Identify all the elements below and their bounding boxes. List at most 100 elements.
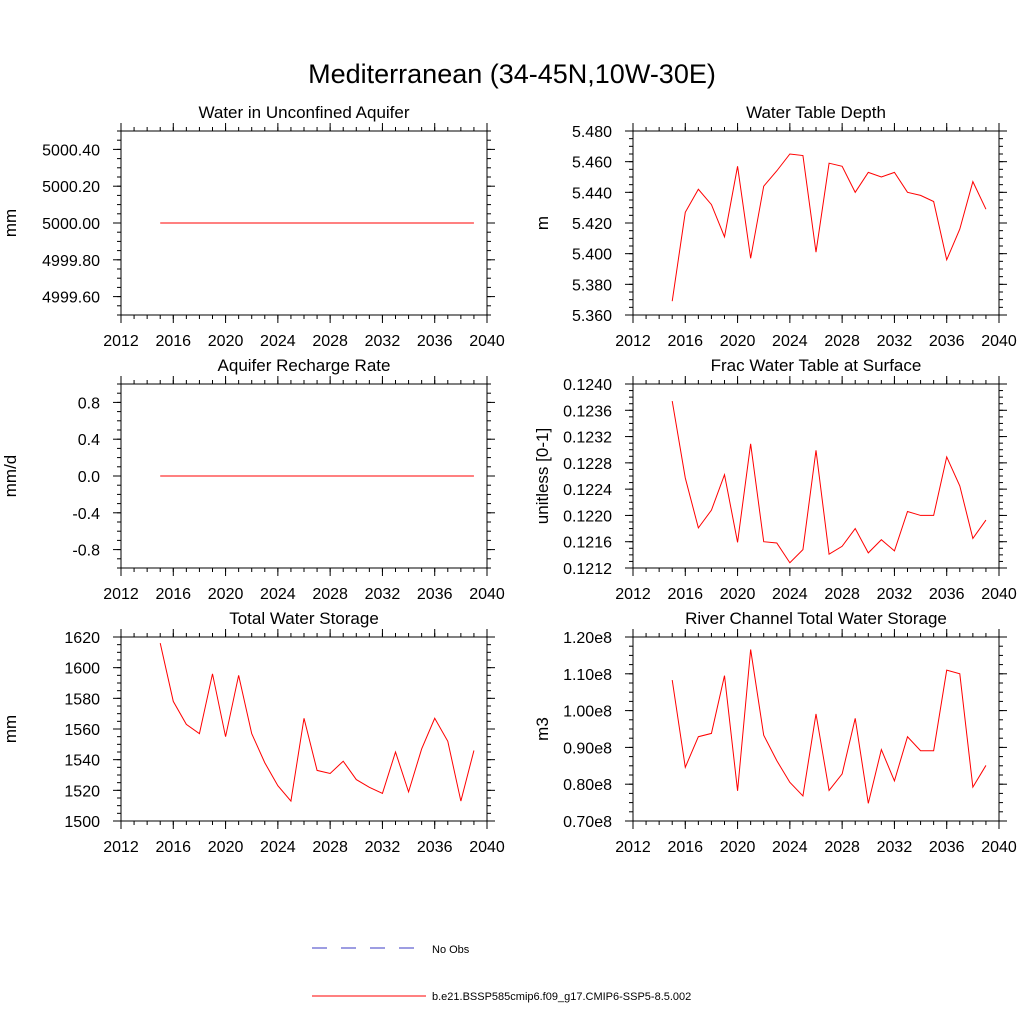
y-axis-label: m3 bbox=[533, 717, 552, 741]
legend: No Obs b.e21.BSSP585cmip6.f09_g17.CMIP6-… bbox=[312, 944, 691, 1003]
chart-title: Frac Water Table at Surface bbox=[711, 356, 922, 375]
y-tick-label: 0.1216 bbox=[563, 535, 612, 552]
y-tick-label: 5000.20 bbox=[42, 179, 100, 196]
x-tick-label: 2032 bbox=[365, 586, 401, 603]
x-tick-label: 2032 bbox=[877, 839, 913, 856]
x-tick-label: 2032 bbox=[877, 333, 913, 350]
y-axis-label: m bbox=[533, 216, 552, 230]
y-tick-label: 4999.60 bbox=[42, 290, 100, 307]
x-tick-label: 2024 bbox=[772, 333, 808, 350]
y-tick-label: 0.0 bbox=[78, 469, 100, 486]
y-tick-label: 0.1212 bbox=[563, 561, 612, 578]
x-tick-label: 2016 bbox=[667, 333, 703, 350]
y-tick-label: 4999.80 bbox=[42, 253, 100, 270]
figure-title: Mediterranean (34-45N,10W-30E) bbox=[308, 59, 716, 89]
y-tick-label: 5.420 bbox=[572, 216, 612, 233]
chart-panel-4: 2012 2016 2020 2024 2028 2032 2036 2040 0.1212 0.… bbox=[533, 356, 1017, 603]
x-tick-label: 2012 bbox=[615, 839, 651, 856]
x-tick-label: 2040 bbox=[981, 839, 1017, 856]
x-tick-label: 2012 bbox=[615, 586, 651, 603]
y-axis-label: mm bbox=[1, 715, 20, 743]
x-tick-label: 2016 bbox=[155, 586, 191, 603]
x-tick-label: 2020 bbox=[720, 333, 756, 350]
y-tick-label: 5.440 bbox=[572, 185, 612, 202]
x-tick-label: 2040 bbox=[469, 586, 505, 603]
y-tick-label: 5.400 bbox=[572, 247, 612, 264]
y-axis-label: unitless [0-1] bbox=[533, 428, 552, 524]
x-tick-label: 2036 bbox=[417, 586, 453, 603]
y-tick-label: 5000.40 bbox=[42, 142, 100, 159]
x-tick-label: 2020 bbox=[720, 586, 756, 603]
x-tick-label: 2012 bbox=[615, 333, 651, 350]
x-tick-label: 2024 bbox=[772, 586, 808, 603]
x-tick-label: 2012 bbox=[103, 839, 139, 856]
x-tick-label: 2016 bbox=[155, 839, 191, 856]
y-tick-label: 0.8 bbox=[78, 395, 100, 412]
x-tick-label: 2028 bbox=[312, 586, 348, 603]
y-tick-label: 0.1232 bbox=[563, 430, 612, 447]
y-tick-label: 0.70e8 bbox=[563, 814, 612, 831]
x-tick-label: 2024 bbox=[260, 839, 296, 856]
x-tick-label: 2012 bbox=[103, 333, 139, 350]
x-tick-label: 2032 bbox=[365, 333, 401, 350]
y-tick-label: 1580 bbox=[64, 691, 100, 708]
y-tick-label: -0.8 bbox=[72, 543, 100, 560]
y-tick-label: 0.1228 bbox=[563, 456, 612, 473]
y-tick-label: 0.1240 bbox=[563, 377, 612, 394]
y-tick-label: 1500 bbox=[64, 814, 100, 831]
series-line bbox=[159, 643, 475, 803]
y-tick-label: 0.1224 bbox=[563, 482, 612, 499]
x-tick-label: 2040 bbox=[981, 333, 1017, 350]
y-tick-label: 5.460 bbox=[572, 155, 612, 172]
y-axis-label: mm/d bbox=[1, 455, 20, 498]
y-tick-label: 1.20e8 bbox=[563, 630, 612, 647]
chart-title: Total Water Storage bbox=[229, 609, 379, 628]
chart-title: Water Table Depth bbox=[746, 103, 886, 122]
x-tick-label: 2032 bbox=[877, 586, 913, 603]
x-tick-label: 2036 bbox=[929, 839, 965, 856]
x-tick-label: 2028 bbox=[312, 333, 348, 350]
chart-panel-3: 2012 2016 2020 2024 2028 2032 2036 2040 -0.8 -0.4… bbox=[1, 356, 505, 603]
y-tick-label: 0.90e8 bbox=[563, 740, 612, 757]
y-tick-label: 1540 bbox=[64, 753, 100, 770]
x-tick-label: 2032 bbox=[365, 839, 401, 856]
chart-panel-1: 2012 2016 2020 2024 2028 2032 2036 2040 4999.60 4… bbox=[1, 103, 505, 350]
y-tick-label: 1560 bbox=[64, 722, 100, 739]
y-tick-label: 0.4 bbox=[78, 432, 100, 449]
y-tick-label: 1.10e8 bbox=[563, 667, 612, 684]
y-tick-label: 5.380 bbox=[572, 277, 612, 294]
x-tick-label: 2020 bbox=[720, 839, 756, 856]
y-tick-label: 5.480 bbox=[572, 124, 612, 141]
chart-panel-5: 2012 2016 2020 2024 2028 2032 2036 2040 1500 1520… bbox=[1, 609, 505, 856]
y-axis-label: mm bbox=[1, 209, 20, 237]
x-tick-label: 2040 bbox=[981, 586, 1017, 603]
x-tick-label: 2040 bbox=[469, 333, 505, 350]
x-tick-label: 2020 bbox=[208, 586, 244, 603]
x-tick-label: 2028 bbox=[824, 586, 860, 603]
series-line bbox=[671, 649, 987, 804]
y-tick-label: 1600 bbox=[64, 661, 100, 678]
chart-panel-6: 2012 2016 2020 2024 2028 2032 2036 2040 0.70e8 0.… bbox=[533, 609, 1017, 856]
y-tick-label: 5.360 bbox=[572, 308, 612, 325]
series-line bbox=[671, 401, 987, 564]
y-tick-label: 1620 bbox=[64, 630, 100, 647]
x-tick-label: 2016 bbox=[155, 333, 191, 350]
x-tick-label: 2036 bbox=[929, 586, 965, 603]
chart-title: Aquifer Recharge Rate bbox=[218, 356, 391, 375]
x-tick-label: 2040 bbox=[469, 839, 505, 856]
chart-title: Water in Unconfined Aquifer bbox=[198, 103, 409, 122]
chart-title: River Channel Total Water Storage bbox=[685, 609, 947, 628]
x-tick-label: 2024 bbox=[260, 333, 296, 350]
y-tick-label: 0.80e8 bbox=[563, 777, 612, 794]
y-tick-label: 1.00e8 bbox=[563, 704, 612, 721]
chart-panels: 2012 2016 2020 2024 2028 2032 2036 2040 4999.60 4… bbox=[1, 103, 1017, 856]
y-tick-label: 0.1220 bbox=[563, 508, 612, 525]
x-tick-label: 2020 bbox=[208, 839, 244, 856]
x-tick-label: 2016 bbox=[667, 586, 703, 603]
y-tick-label: 5000.00 bbox=[42, 216, 100, 233]
legend-label-model: b.e21.BSSP585cmip6.f09_g17.CMIP6-SSP5-8.… bbox=[432, 991, 691, 1003]
x-tick-label: 2020 bbox=[208, 333, 244, 350]
series-line bbox=[671, 153, 987, 302]
legend-label-no-obs: No Obs bbox=[432, 944, 470, 956]
x-tick-label: 2036 bbox=[417, 333, 453, 350]
